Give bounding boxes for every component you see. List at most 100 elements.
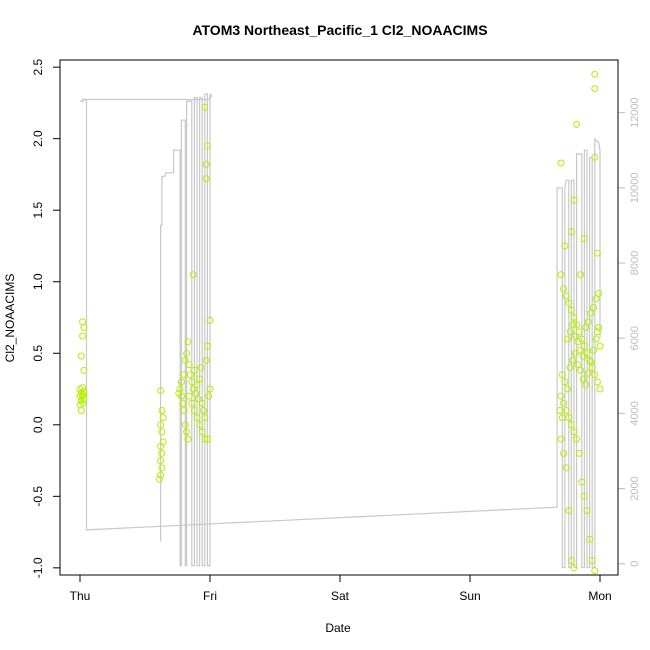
data-point (157, 471, 165, 479)
data-point (570, 564, 578, 572)
chart-title: ATOM3 Northeast_Pacific_1 Cl2_NOAACIMS (192, 22, 487, 38)
x-tick-label: Thu (70, 589, 91, 603)
data-point (188, 378, 196, 386)
data-point (567, 557, 575, 565)
data-point (193, 381, 201, 389)
data-point (583, 507, 591, 515)
data-point (80, 366, 88, 374)
data-point (567, 421, 575, 429)
data-point (196, 375, 204, 383)
data-point (582, 381, 590, 389)
data-point (180, 407, 188, 414)
x-tick-label: Sun (459, 589, 480, 603)
data-point (580, 342, 588, 350)
y-tick-label: 1.0 (31, 273, 45, 290)
data-point (175, 389, 183, 397)
data-point (77, 407, 85, 414)
data-point (596, 342, 604, 350)
data-point (197, 364, 205, 372)
x-tick-label: Mon (588, 589, 611, 603)
data-point (574, 338, 582, 346)
data-point (177, 378, 185, 386)
data-point (202, 160, 210, 168)
data-point (582, 324, 590, 331)
data-point (579, 375, 587, 383)
data-point (593, 378, 601, 386)
data-point (192, 389, 200, 397)
data-point (573, 321, 581, 329)
data-point (595, 289, 603, 297)
data-point (586, 535, 594, 543)
data-point (580, 492, 588, 500)
data-point (159, 438, 167, 446)
data-point (570, 196, 578, 204)
line-series-layer (80, 93, 601, 569)
data-point (80, 388, 88, 396)
data-point (560, 285, 568, 293)
data-point (157, 387, 165, 394)
data-point (200, 407, 207, 414)
data-point (80, 324, 88, 331)
data-point (79, 332, 87, 340)
data-point (558, 414, 566, 422)
data-point (591, 371, 599, 379)
data-point (579, 352, 587, 360)
right-y-tick-label: 4000 (629, 401, 641, 425)
data-point (557, 271, 565, 279)
data-point (573, 435, 581, 443)
data-point (157, 421, 165, 429)
data-point (189, 271, 197, 279)
data-point (201, 435, 209, 443)
data-point (203, 342, 211, 350)
data-point (564, 335, 571, 343)
data-point (190, 407, 198, 414)
right-y-tick-label: 12000 (629, 97, 641, 128)
data-point (206, 316, 214, 324)
data-point (158, 449, 166, 457)
data-point (79, 318, 87, 326)
data-point (558, 371, 566, 379)
data-point (590, 304, 597, 311)
y-tick-label: -0.5 (31, 486, 45, 507)
data-point (206, 385, 214, 393)
data-point (571, 349, 579, 357)
data-point (577, 271, 584, 279)
data-point (588, 557, 596, 565)
y-tick-label: 0.0 (31, 416, 45, 433)
y-tick-label: -1.0 (31, 557, 45, 578)
data-point (562, 292, 570, 300)
data-point (565, 299, 573, 307)
data-point (183, 428, 191, 436)
altitude-line (80, 98, 601, 569)
data-point (194, 395, 202, 403)
data-point (77, 352, 85, 360)
data-point (193, 414, 201, 422)
data-point (566, 364, 574, 372)
y-tick-label: 2.0 (31, 130, 45, 147)
data-point (593, 328, 601, 336)
data-point (185, 392, 193, 400)
data-point (569, 321, 577, 329)
data-point (574, 361, 582, 369)
data-point (566, 328, 574, 336)
data-point (79, 399, 87, 407)
data-point (158, 407, 166, 414)
data-point (201, 414, 209, 422)
plot-frame (59, 59, 619, 576)
data-point (202, 356, 210, 364)
data-point (184, 338, 192, 346)
right-y-tick-label: 2000 (629, 476, 641, 500)
data-point (587, 358, 595, 366)
data-point (80, 391, 88, 399)
data-point (570, 314, 578, 321)
data-point (571, 332, 579, 340)
data-point (561, 378, 569, 386)
data-point (198, 428, 206, 436)
x-tick-label: Sat (331, 589, 350, 603)
data-point (155, 475, 163, 483)
axes-layer: Thu Fri Sat Sun Mon -1.0 -0.5 0.0 0.5 1.0 1.5 2.0 2.… (31, 58, 641, 603)
data-point (198, 399, 206, 407)
data-point (595, 324, 603, 331)
data-point (180, 371, 188, 379)
